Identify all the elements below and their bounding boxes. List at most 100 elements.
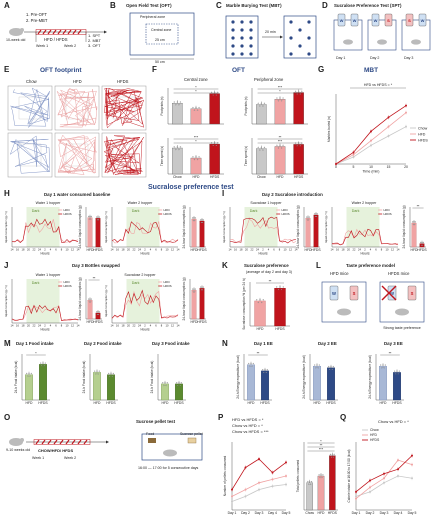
p-bars-sig-0: * bbox=[320, 439, 322, 443]
g-pt-2-0 bbox=[335, 163, 337, 165]
n-3-dot-0-2 bbox=[382, 364, 384, 366]
j-right-leg-1: HFDS bbox=[163, 284, 171, 288]
panel-a-pre2: 2. Pre-MBT bbox=[26, 18, 48, 23]
l-hfds-bottle-label-1: S bbox=[411, 291, 414, 296]
j-left-dark-shade bbox=[26, 279, 60, 323]
g-xlabel: Time (min) bbox=[362, 170, 379, 174]
k-xtick-1: HFDS bbox=[275, 327, 285, 331]
m-2-dot-0-4 bbox=[98, 370, 100, 372]
panel-m-title-1: Day 1 Food intake bbox=[16, 341, 54, 346]
j-left-hour-11: 12 bbox=[71, 324, 74, 328]
p-bars-dot-1-1 bbox=[319, 476, 321, 479]
panel-o-pellet: Sucrose pellet bbox=[180, 432, 203, 436]
q-xtick-4: Day 5 bbox=[408, 511, 417, 515]
m-1-dot-1-1 bbox=[41, 365, 43, 367]
i-right-hour-5: 24 bbox=[358, 248, 361, 252]
p-bars-sig-2: *** bbox=[319, 447, 324, 451]
j-left-hour-0: 14 bbox=[11, 324, 14, 328]
spt-bottle-0-1 bbox=[350, 13, 359, 27]
footprint-track-0-1 bbox=[56, 87, 98, 128]
g-pt-2-4 bbox=[405, 104, 407, 107]
f-central-fp-dot-2-2 bbox=[214, 91, 216, 93]
f-peripheral-time-xtick-2: HFDS bbox=[294, 175, 304, 179]
h-left-bars-dot-1-0 bbox=[96, 216, 98, 218]
p-bars-dot-0-2 bbox=[309, 481, 311, 483]
i-left-hour-3: 20 bbox=[245, 248, 248, 252]
m-2-bar-1 bbox=[107, 374, 116, 401]
f-central-fp-bar-2 bbox=[209, 93, 220, 125]
i-left-hour-6: 2 bbox=[262, 248, 264, 252]
m-2-dot-0-0 bbox=[94, 370, 96, 372]
l-hfds-mouse bbox=[395, 308, 409, 316]
h-left-hour-4: 22 bbox=[33, 248, 36, 252]
footprint-center-1-2 bbox=[112, 143, 136, 167]
g-pt-0-1 bbox=[352, 156, 355, 158]
h-left-leg-0: HFD bbox=[63, 208, 70, 212]
i-right-hour-11: 12 bbox=[391, 248, 394, 252]
m-3-dot-0-1 bbox=[163, 384, 165, 386]
f-peripheral-fp-dot-2-1 bbox=[296, 93, 298, 95]
n-3-dot-1-0 bbox=[394, 370, 396, 372]
f-peripheral-time-dot-0-2 bbox=[260, 146, 262, 148]
g-xtick-1: 5 bbox=[353, 165, 355, 169]
f-peripheral-time-bar-0 bbox=[256, 148, 267, 175]
h-right-hour-12: 14 bbox=[177, 248, 180, 252]
m-1-xtick-1: HFDS bbox=[38, 401, 48, 405]
i-left-dark-label: Dark bbox=[250, 209, 258, 213]
f-central-time-ylabel: Time spent (s) bbox=[160, 146, 164, 166]
p-bars-dot-1-0 bbox=[318, 474, 320, 476]
p-line-pt-0-3 bbox=[271, 485, 274, 488]
spt-bottle-label-0-1: W bbox=[353, 18, 357, 23]
j-right-bars-xtick-0: HFD bbox=[191, 320, 199, 324]
j-left-hour-7: 4 bbox=[50, 324, 52, 328]
g-pt-0-2 bbox=[370, 144, 372, 147]
n-3-sig-0: ** bbox=[389, 351, 392, 355]
panel-q-ann: Chow vs HFD = * bbox=[378, 419, 409, 424]
p-line-line-2 bbox=[231, 458, 287, 490]
p-bars-dot-0-1 bbox=[308, 483, 310, 485]
h-right-xlabel: Hours bbox=[140, 251, 149, 255]
h-right-bars-dot-1-2 bbox=[201, 219, 203, 221]
p-line-line-0 bbox=[231, 484, 287, 502]
p-line-xtick-3: Day 4 bbox=[268, 511, 277, 515]
j-left-dark-label: Dark bbox=[32, 281, 40, 285]
panel-e-group-chow: Chow bbox=[26, 79, 37, 84]
q-pt-0-3 bbox=[397, 475, 399, 477]
q-legend-1: HFD bbox=[370, 433, 378, 437]
k-dot-1-3 bbox=[281, 289, 283, 291]
h-right-dark-label: Dark bbox=[132, 209, 140, 213]
f-central-time-sig-1: * bbox=[195, 139, 197, 143]
f-central-time-dot-1-1 bbox=[193, 158, 196, 161]
marble-after-2 bbox=[307, 20, 311, 24]
marble-after-0 bbox=[289, 20, 293, 24]
f-peripheral-time-xtick-1: HFD bbox=[277, 175, 285, 179]
n-3-dot-1-4 bbox=[398, 370, 400, 372]
h-left-bars-dot-0-1 bbox=[88, 218, 90, 220]
p-line-pt-1-1 bbox=[244, 488, 247, 491]
f-central-fp-dot-0-4 bbox=[179, 101, 181, 103]
k-dot-1-4 bbox=[282, 286, 284, 288]
h-right-bars-dot-0-3 bbox=[194, 219, 196, 222]
h-left-hour-2: 18 bbox=[22, 248, 25, 252]
i-right-bars-dot-1-1 bbox=[420, 244, 422, 246]
spt-bottle-1-0 bbox=[371, 13, 380, 27]
f-peripheral-time-dot-2-4 bbox=[301, 142, 303, 144]
j-right-leg-0: HFD bbox=[163, 280, 170, 284]
panel-b-arena bbox=[129, 12, 195, 60]
n-2-dot-1-3 bbox=[331, 368, 333, 370]
panel-k-bar-chart: HFD HFDS Sucralose consumption % (per 24 h… bbox=[242, 278, 290, 331]
f-peripheral-time-dot-1-4 bbox=[282, 144, 284, 146]
k-bar-0 bbox=[254, 300, 266, 327]
f-central-time-dot-0-3 bbox=[178, 148, 180, 151]
spt-bottle-2-1 bbox=[418, 13, 427, 27]
panel-label-i: I bbox=[222, 189, 225, 198]
i-right-hour-3: 20 bbox=[347, 248, 350, 252]
p-line-pt-1-3 bbox=[271, 478, 274, 481]
f-peripheral-fp-bar-2 bbox=[293, 92, 304, 125]
f-peripheral-fp-bar-1 bbox=[274, 99, 286, 125]
l-hfd-bottle-label-1: S bbox=[353, 291, 356, 296]
g-pt-2-3 bbox=[387, 116, 390, 119]
